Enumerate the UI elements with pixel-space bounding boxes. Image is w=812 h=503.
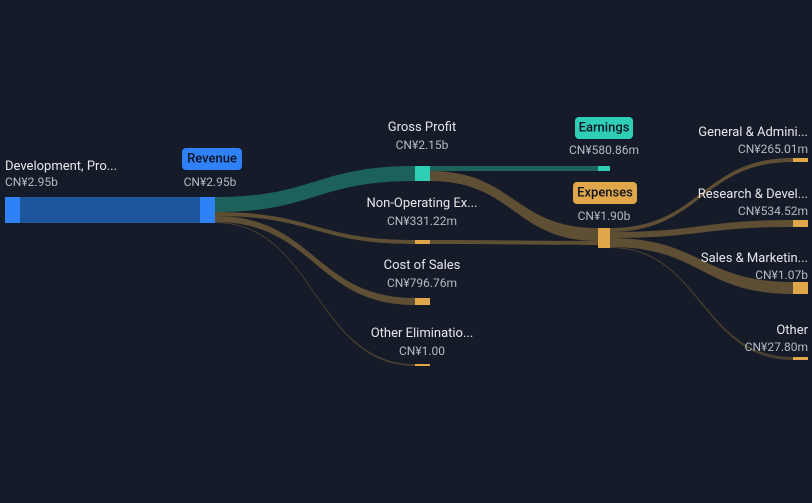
pill-label-expenses: Expenses [577,186,633,201]
node-label-gross_profit: Gross Profit [388,120,457,135]
sankey-node-gross_profit[interactable] [415,166,430,181]
node-value-rd: CN¥534.52m [738,204,808,218]
node-label-other_elim: Other Eliminatio... [371,326,474,341]
node-value-gross_profit: CN¥2.15b [396,138,449,152]
sankey-node-other_elim[interactable] [415,364,430,366]
sankey-link [215,222,415,366]
sankey-link [430,166,598,171]
node-label-cost_of_sales: Cost of Sales [384,258,461,273]
node-value-expenses: CN¥1.90b [578,209,631,223]
sankey-node-expenses[interactable] [598,228,610,248]
node-value-other_elim: CN¥1.00 [399,344,445,358]
sankey-link [20,197,200,223]
sankey-node-non_operating[interactable] [415,240,430,244]
node-label-non_operating: Non-Operating Ex... [366,196,477,211]
sankey-node-revenue[interactable] [200,197,215,223]
node-value-other: CN¥27.80m [745,340,808,354]
sankey-node-sm[interactable] [793,282,808,294]
node-value-revenue: CN¥2.95b [184,175,237,189]
sankey-node-earnings[interactable] [598,166,610,171]
node-label-sm: Sales & Marketin... [701,251,808,266]
sankey-node-other[interactable] [793,357,808,360]
node-value-non_operating: CN¥331.22m [387,214,457,228]
node-value-earnings: CN¥580.86m [569,143,639,157]
node-value-ga: CN¥265.01m [738,142,808,156]
sankey-link [430,240,598,245]
sankey-link [610,238,793,294]
sankey-node-cost_of_sales[interactable] [415,298,430,305]
node-value-development: CN¥2.95b [5,175,58,189]
node-value-sm: CN¥1.07b [755,268,808,282]
pill-label-earnings: Earnings [579,121,630,136]
sankey-node-ga[interactable] [793,158,808,162]
sankey-chart: Development, Pro...CN¥2.95bRevenueCN¥2.9… [0,0,812,503]
node-label-rd: Research & Devel... [698,187,808,202]
node-label-ga: General & Admini... [698,125,808,140]
node-value-cost_of_sales: CN¥796.76m [387,276,457,290]
node-label-development: Development, Pro... [5,159,117,174]
labels-layer: Development, Pro...CN¥2.95bRevenueCN¥2.9… [5,117,809,358]
sankey-node-rd[interactable] [793,220,808,227]
sankey-link [215,212,415,244]
node-label-other: Other [776,323,808,338]
sankey-node-development[interactable] [5,197,20,223]
pill-label-revenue: Revenue [187,152,237,167]
